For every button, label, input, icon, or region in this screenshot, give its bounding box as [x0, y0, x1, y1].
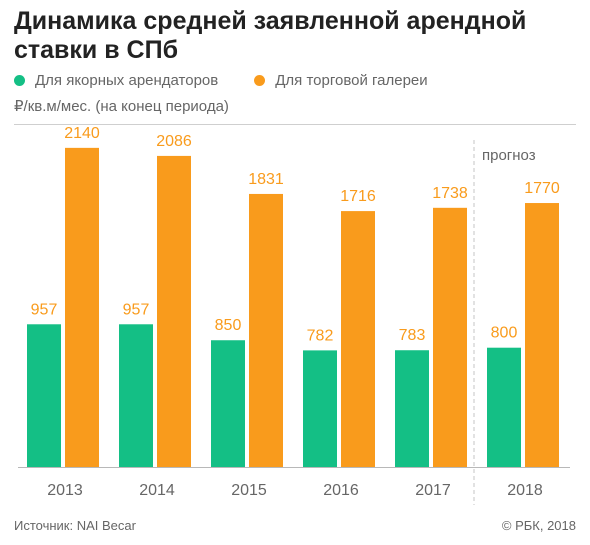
- header-divider: [14, 124, 576, 125]
- chart-title: Динамика средней заявленной арендной ста…: [14, 7, 527, 64]
- value-label-gallery-2013: 2140: [64, 125, 100, 142]
- x-tick-label-2014: 2014: [139, 482, 175, 499]
- forecast-label: прогноз: [482, 147, 536, 164]
- x-tick-label-2018: 2018: [507, 482, 543, 499]
- x-tick-label-2013: 2013: [47, 482, 83, 499]
- bar-gallery-2013: [65, 147, 99, 467]
- bar-anchor-2017: [395, 350, 429, 467]
- unit-label: ₽/кв.м/мес. (на конец периода): [14, 98, 229, 115]
- value-label-anchor-2018: 800: [491, 325, 518, 342]
- bar-gallery-2017: [433, 207, 467, 467]
- legend-anchor-dot-icon: [14, 74, 25, 86]
- bar-gallery-2016: [341, 211, 375, 467]
- bar-gallery-2018: [525, 203, 559, 467]
- bar-anchor-2013: [27, 324, 61, 467]
- value-label-gallery-2015: 1831: [248, 171, 284, 188]
- x-tick-label-2016: 2016: [323, 482, 359, 499]
- value-label-anchor-2016: 782: [307, 327, 334, 344]
- bar-gallery-2014: [157, 155, 191, 467]
- value-label-gallery-2014: 2086: [156, 133, 192, 150]
- legend-gallery-dot-icon: [254, 74, 266, 86]
- bar-anchor-2015: [211, 340, 245, 467]
- legend-item-gallery: Для торговой галереи: [254, 71, 428, 89]
- value-label-anchor-2017: 783: [399, 327, 426, 344]
- bar-gallery-2015: [249, 193, 283, 467]
- source-note: Источник: NAI Becar: [14, 518, 136, 533]
- value-label-anchor-2013: 957: [31, 301, 58, 318]
- legend-item-anchor: Для якорных арендаторов: [14, 72, 218, 89]
- value-label-gallery-2018: 1770: [524, 180, 560, 197]
- value-label-anchor-2015: 850: [215, 317, 242, 334]
- legend-anchor-label: Для якорных арендаторов: [35, 71, 219, 89]
- x-tick-label-2017: 2017: [415, 482, 451, 499]
- legend-gallery-label: Для торговой галереи: [275, 71, 428, 89]
- copyright-note: © РБК, 2018: [501, 518, 576, 533]
- legend: Для якорных арендаторов Для торговой гал…: [14, 69, 464, 91]
- bar-anchor-2014: [119, 324, 153, 467]
- x-tick-label-2015: 2015: [231, 482, 267, 499]
- value-label-anchor-2014: 957: [123, 301, 150, 318]
- bar-anchor-2018: [487, 347, 521, 467]
- value-label-gallery-2016: 1716: [340, 188, 376, 205]
- value-label-gallery-2017: 1738: [432, 185, 468, 202]
- bar-anchor-2016: [303, 350, 337, 467]
